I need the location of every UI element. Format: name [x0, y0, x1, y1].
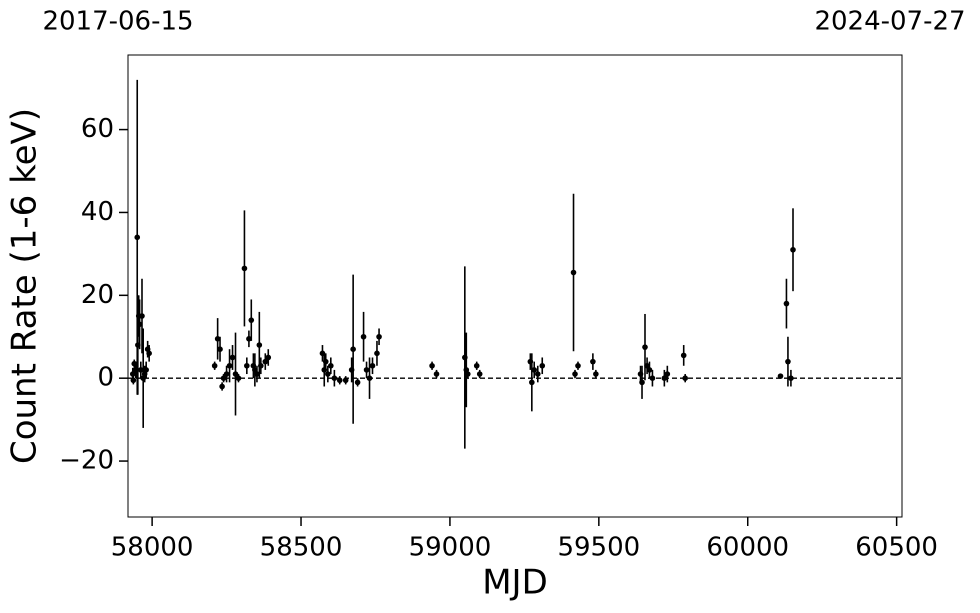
- data-point: [229, 354, 236, 361]
- data-point: [143, 367, 149, 373]
- data-point: [331, 375, 338, 381]
- data-point: [788, 375, 794, 381]
- data-point: [258, 362, 264, 369]
- data-point: [642, 344, 648, 350]
- data-point: [369, 362, 376, 369]
- data-point: [680, 352, 687, 359]
- x-axis-label: MJD: [482, 563, 548, 603]
- top-left-label: 2017-06-15: [42, 7, 193, 37]
- data-point: [138, 367, 144, 373]
- data-point: [593, 371, 599, 377]
- data-point: [572, 371, 578, 377]
- data-point: [570, 269, 577, 276]
- data-point: [539, 362, 546, 369]
- data-point: [646, 367, 653, 373]
- data-point: [325, 371, 331, 377]
- data-point: [219, 383, 225, 390]
- x-tick-label: 59000: [409, 533, 492, 563]
- data-point: [644, 362, 650, 369]
- data-point: [232, 371, 239, 377]
- data-point: [366, 375, 373, 381]
- data-point: [223, 371, 230, 377]
- data-point: [217, 346, 223, 352]
- data-point: [130, 377, 137, 384]
- y-tick-label: 20: [81, 280, 114, 310]
- data-point: [244, 362, 250, 369]
- x-tick-label: 58500: [260, 533, 343, 563]
- y-tick-label: −20: [59, 446, 114, 476]
- data-point: [211, 362, 218, 369]
- data-point: [235, 375, 242, 381]
- data-point: [376, 333, 382, 340]
- data-point: [226, 362, 233, 369]
- top-right-label: 2024-07-27: [814, 7, 965, 37]
- data-point: [214, 336, 221, 342]
- data-point: [146, 350, 152, 357]
- data-point: [256, 342, 263, 348]
- data-point: [534, 371, 541, 377]
- data-point: [529, 379, 535, 386]
- data-point: [360, 333, 367, 340]
- x-tick-label: 59500: [557, 533, 640, 563]
- data-point: [363, 367, 370, 373]
- data-point: [433, 371, 440, 377]
- data-point: [336, 377, 343, 384]
- data-point: [248, 317, 255, 323]
- data-point: [220, 375, 227, 381]
- data-point: [531, 367, 538, 373]
- data-point: [129, 371, 136, 377]
- data-point: [374, 350, 380, 357]
- data-point: [241, 265, 248, 272]
- data-point: [246, 336, 252, 342]
- data-point: [354, 379, 361, 386]
- y-tick-label: 60: [81, 114, 114, 144]
- data-point: [136, 321, 143, 328]
- data-point: [328, 362, 334, 369]
- data-point: [342, 377, 349, 384]
- data-point: [473, 362, 480, 369]
- data-point: [139, 313, 145, 319]
- data-point: [350, 346, 356, 352]
- data-point: [134, 234, 141, 241]
- data-point: [790, 246, 796, 253]
- plot-frame: [127, 54, 903, 518]
- data-point: [575, 362, 581, 369]
- data-point: [590, 358, 596, 365]
- data-point: [429, 362, 435, 369]
- data-point: [464, 371, 471, 377]
- data-point: [476, 371, 483, 377]
- data-point: [265, 354, 272, 361]
- data-point: [785, 358, 791, 365]
- x-tick-label: 60000: [706, 533, 789, 563]
- y-tick-label: 0: [97, 363, 114, 393]
- data-point: [322, 358, 329, 365]
- data-point: [262, 358, 269, 365]
- y-tick-label: 40: [81, 197, 114, 227]
- x-tick-label: 60500: [855, 533, 938, 563]
- x-tick-label: 58000: [111, 533, 194, 563]
- data-point: [664, 371, 671, 377]
- data-point: [254, 371, 260, 377]
- data-point: [661, 375, 668, 381]
- y-axis-label: Count Rate (1-6 keV): [5, 108, 45, 464]
- data-point: [783, 300, 790, 307]
- data-point: [639, 379, 645, 386]
- data-point: [649, 375, 656, 381]
- data-point: [682, 375, 688, 381]
- data-point: [777, 373, 784, 379]
